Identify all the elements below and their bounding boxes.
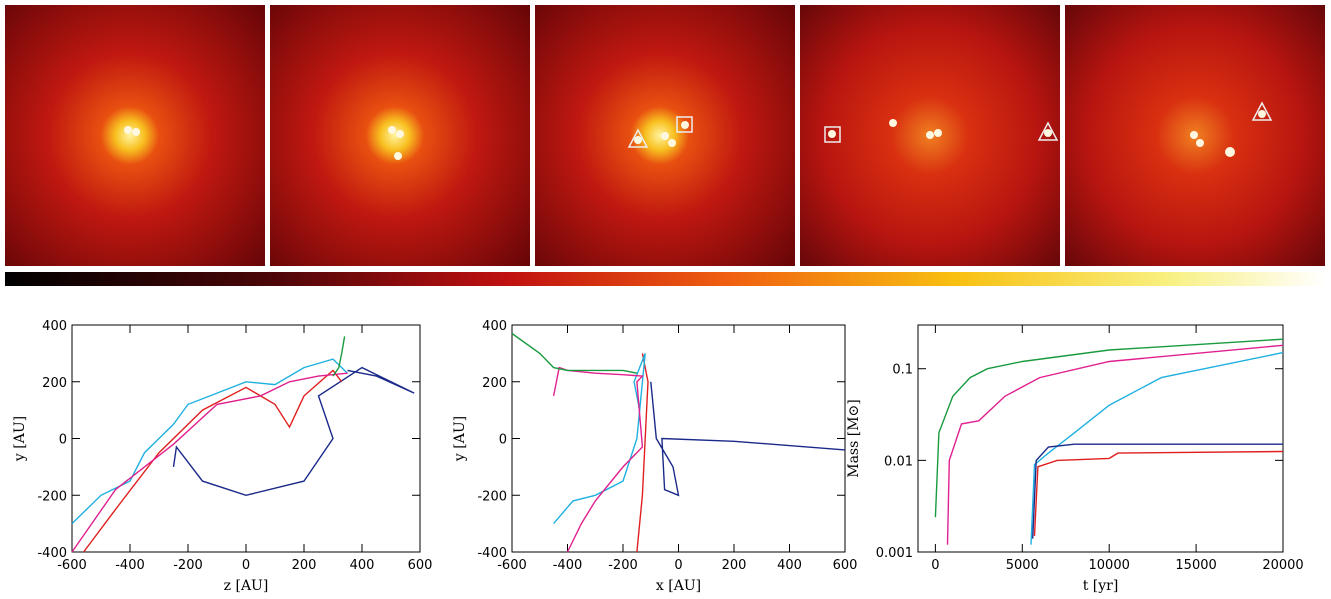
- x-tick-label: 10000: [1089, 558, 1130, 573]
- x-tick-label: 600: [833, 558, 858, 573]
- x-tick-label: 600: [408, 558, 433, 573]
- plot-frame: [71, 324, 421, 553]
- x-tick-label: 0: [931, 558, 939, 573]
- trajectory: [1032, 443, 1283, 539]
- stars: [124, 110, 1266, 160]
- y-tick-label: -400: [37, 546, 67, 561]
- trajectory: [71, 372, 348, 553]
- markers: [627, 101, 1273, 148]
- y-tick-label: 0: [499, 433, 507, 448]
- x-tick-label: -600: [497, 558, 527, 573]
- y-tick-label: 0.01: [884, 454, 913, 469]
- x-axis-label: t [yr]: [1083, 578, 1119, 594]
- trajectory: [71, 358, 348, 525]
- x-tick-label: 5000: [1006, 558, 1039, 573]
- x-tick-label: 20000: [1262, 558, 1303, 573]
- x-tick-label: -600: [57, 558, 87, 573]
- y-tick-label: 200: [482, 376, 507, 391]
- trajectory: [1033, 450, 1284, 536]
- y-tick-label: 0: [59, 433, 67, 448]
- trajectory: [332, 336, 346, 377]
- trajectory: [552, 366, 644, 553]
- y-tick-label: 0.1: [892, 363, 913, 378]
- x-tick-label: -400: [115, 558, 145, 573]
- x-axis-label: x [AU]: [656, 578, 701, 594]
- trajectory: [636, 353, 649, 553]
- y-tick-label: -400: [477, 546, 507, 561]
- x-tick-label: -200: [608, 558, 638, 573]
- y-axis-label: y [AU]: [452, 416, 468, 462]
- y-tick-label: -200: [37, 489, 67, 504]
- x-tick-label: -400: [553, 558, 583, 573]
- y-tick-label: 400: [482, 319, 507, 334]
- x-tick-label: 200: [722, 558, 747, 573]
- trajectory: [172, 366, 415, 497]
- trajectory: [650, 381, 846, 497]
- x-tick-label: 0: [674, 558, 682, 573]
- snapshots: [5, 5, 1325, 266]
- x-tick-label: 200: [292, 558, 317, 573]
- y-axis-label: y [AU]: [12, 416, 28, 462]
- y-tick-label: 0.001: [876, 546, 913, 561]
- trajectory: [946, 344, 1284, 545]
- y-tick-label: -200: [477, 489, 507, 504]
- x-tick-label: 0: [242, 558, 250, 573]
- x-axis-label: z [AU]: [224, 578, 269, 594]
- y-tick-label: 200: [42, 376, 67, 391]
- colorbar: [5, 272, 1325, 286]
- y-tick-label: 400: [42, 319, 67, 334]
- y-axis-label: Mass [M⊙]: [846, 399, 862, 478]
- x-tick-label: -200: [173, 558, 203, 573]
- trajectory: [511, 332, 638, 374]
- trajectory: [934, 338, 1284, 518]
- trajectory: [553, 353, 646, 525]
- x-tick-label: 15000: [1175, 558, 1216, 573]
- plot-frame: [917, 324, 1284, 553]
- x-tick-label: 400: [777, 558, 802, 573]
- x-tick-label: 400: [350, 558, 375, 573]
- trajectory: [1030, 351, 1284, 545]
- trajectory: [83, 369, 343, 553]
